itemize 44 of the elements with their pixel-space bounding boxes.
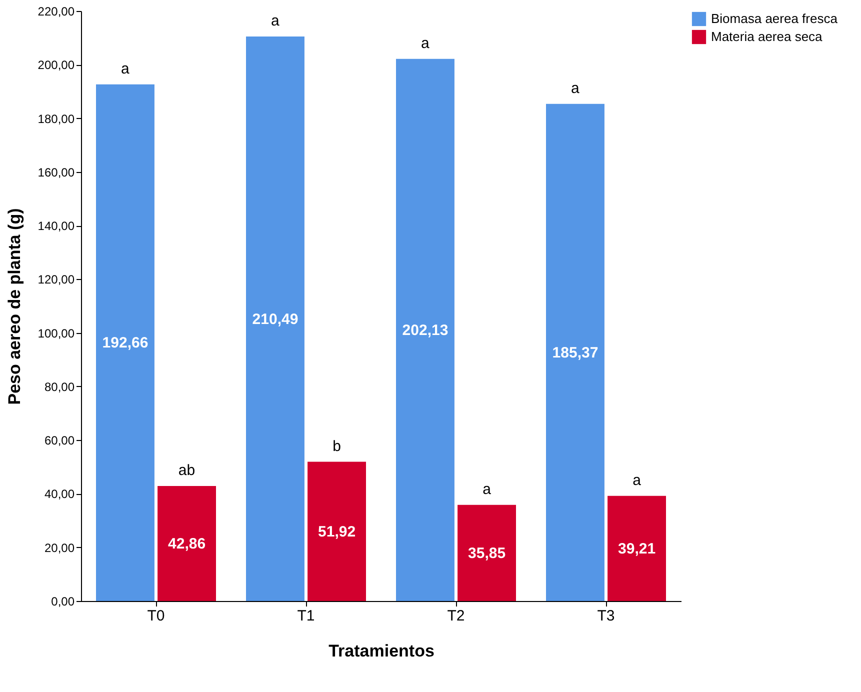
data-label: 35,85 xyxy=(468,544,506,562)
y-tick-label: 160,00 xyxy=(38,165,75,180)
annotation: a xyxy=(421,34,430,52)
data-label: 51,92 xyxy=(318,523,356,540)
annotation: a xyxy=(571,80,580,97)
y-tick-label: 120,00 xyxy=(38,272,75,287)
annotation: ab xyxy=(178,462,196,480)
y-tick-label: 100,00 xyxy=(38,326,75,340)
y-tick-label: 180,00 xyxy=(38,112,75,126)
data-label: 210,49 xyxy=(252,310,298,328)
bar xyxy=(96,84,154,601)
bar xyxy=(246,36,304,601)
data-label: 192,66 xyxy=(102,334,148,352)
bar xyxy=(308,462,366,601)
y-tick-label: 60,00 xyxy=(44,434,75,448)
annotation: a xyxy=(632,472,642,489)
bar xyxy=(396,58,454,601)
annotation: a xyxy=(482,480,492,498)
y-tick-label: 200,00 xyxy=(38,58,75,72)
data-label: 185,37 xyxy=(552,344,598,362)
bar xyxy=(546,104,604,601)
data-label: 39,21 xyxy=(618,540,656,558)
y-tick-label: 40,00 xyxy=(44,487,75,502)
y-tick-label: 20,00 xyxy=(44,540,75,555)
x-tick-label: T3 xyxy=(597,608,615,624)
bar xyxy=(158,486,216,601)
data-label: 42,86 xyxy=(168,536,206,553)
x-tick-label: T0 xyxy=(147,608,165,624)
data-label: 202,13 xyxy=(402,322,448,339)
bar xyxy=(458,504,516,601)
annotation: a xyxy=(271,12,280,30)
annotation: b xyxy=(332,438,341,455)
legend-label: Materia aerea seca xyxy=(711,29,824,44)
legend-label: Biomasa aerea fresca xyxy=(711,11,838,26)
y-tick-label: 140,00 xyxy=(38,219,75,234)
bar xyxy=(608,496,666,601)
x-tick-label: T2 xyxy=(447,608,465,624)
annotation: a xyxy=(121,60,130,78)
x-axis-title: Tratamientos xyxy=(328,642,434,660)
y-tick-label: 220,00 xyxy=(38,4,75,18)
y-axis-title: Peso aereo de planta (g) xyxy=(4,208,24,405)
x-tick-label: T1 xyxy=(297,608,315,624)
y-tick-label: 80,00 xyxy=(44,380,75,394)
y-tick-label: 0,00 xyxy=(51,594,75,608)
